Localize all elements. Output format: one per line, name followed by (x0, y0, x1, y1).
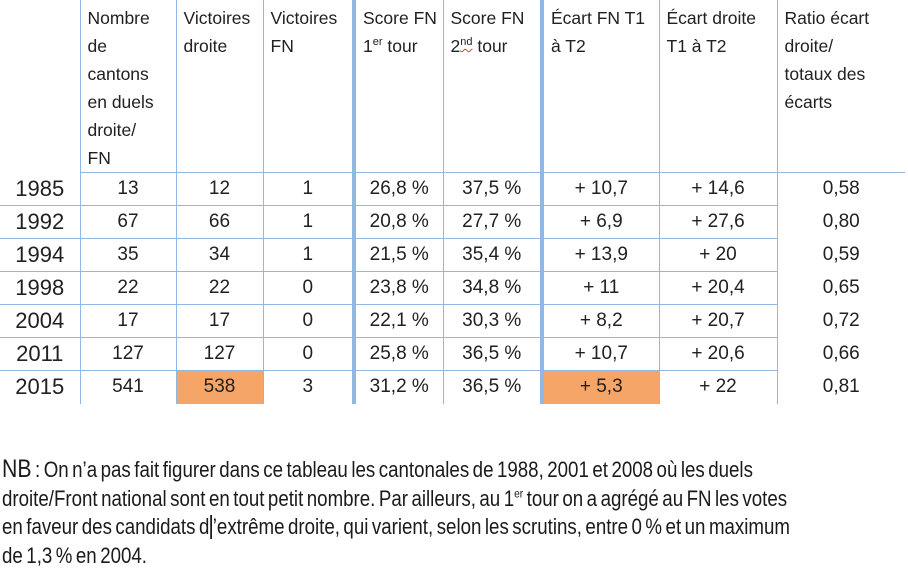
text-cursor (210, 515, 212, 540)
cell-1992-score-fn-t2[interactable]: 27,7 % (442, 205, 542, 239)
note-line-2-pre: droite/Front national sont en tout petit… (2, 485, 515, 511)
note-line-3[interactable]: en faveur des candidats d’extrême droite… (2, 513, 908, 542)
note-line-3-post: ’extrême droite, qui varient, selon les … (212, 514, 790, 540)
cell-1985-ecart-fn-t1-t2[interactable]: + 10,7 (540, 172, 659, 206)
cell-1992-victoires-fn[interactable]: 1 (262, 205, 354, 239)
corner-cell (0, 0, 80, 173)
note-line-1-text: : On n’a pas fait figurer dans ce tablea… (31, 457, 753, 482)
header-superscript-misspelled: nd (460, 36, 473, 49)
note-line-3-pre: en faveur des candidats d (2, 514, 210, 540)
cell-1994-ecart-fn-t1-t2[interactable]: + 13,9 (540, 238, 659, 272)
cell-2011-cantons-duels[interactable]: 127 (79, 337, 176, 371)
col-header-ratio-ecart[interactable]: Ratio écart droite/ totaux des écarts (776, 0, 905, 173)
cell-2015-ecart-fn-t1-t2[interactable]: + 5,3 (540, 370, 659, 404)
cell-1992-victoires-droite[interactable]: 66 (175, 205, 263, 239)
cell-1998-score-fn-t2[interactable]: 34,8 % (442, 271, 542, 305)
cell-2015-victoires-droite[interactable]: 538 (175, 370, 263, 404)
cell-1992-score-fn-t1[interactable]: 20,8 % (352, 205, 443, 239)
note-line-4[interactable]: de 1,3 % en 2004. (2, 542, 908, 571)
table-header-row: Nombre de cantons en duels droite/ FN Vic… (0, 0, 905, 173)
table-row-1998: 1998 22 22 0 23,8 % 34,8 % + 11 + 20,4 0,65 (0, 271, 905, 305)
cell-1985-ecart-droite-t1-t2[interactable]: + 14,6 (658, 172, 777, 206)
note-label: NB (2, 455, 32, 483)
header-superscript: er (372, 36, 383, 49)
cell-2011-score-fn-t1[interactable]: 25,8 % (352, 337, 443, 371)
cell-2015-victoires-fn[interactable]: 3 (262, 370, 354, 404)
table-row-1985: 1985 13 12 1 26,8 % 37,5 % + 10,7 + 14,6 0,58 (0, 172, 905, 206)
election-results-table: Nombre de cantons en duels droite/ FN Vic… (0, 0, 905, 404)
cell-2004-score-fn-t1[interactable]: 22,1 % (352, 304, 443, 338)
cell-1998-ratio-ecart[interactable]: 0,65 (776, 271, 905, 305)
cell-2015-score-fn-t1[interactable]: 31,2 % (352, 370, 443, 404)
cell-1992-ratio-ecart[interactable]: 0,80 (776, 205, 905, 239)
col-header-score-fn-t2[interactable]: Score FN 2nd tour (442, 0, 542, 173)
year-cell-2015[interactable]: 2015 (15, 374, 65, 400)
year-cell-2011[interactable]: 2011 (0, 337, 80, 371)
year-cell-1992[interactable]: 1992 (0, 205, 80, 239)
cell-2015-score-fn-t2[interactable]: 36,5 % (442, 370, 542, 404)
cell-2015-ecart-droite-t1-t2[interactable]: + 22 (658, 370, 777, 404)
year-cell-1985[interactable]: 1985 (0, 172, 80, 206)
table-row-1994: 1994 35 34 1 21,5 % 35,4 % + 13,9 + 20 0,59 (0, 238, 905, 272)
cell-1985-score-fn-t2[interactable]: 37,5 % (442, 172, 542, 206)
cell-2004-cantons-duels[interactable]: 17 (79, 304, 176, 338)
cell-1992-ecart-droite-t1-t2[interactable]: + 27,6 (658, 205, 777, 239)
col-header-ecart-fn-t1-t2[interactable]: Écart FN T1 à T2 (540, 0, 659, 173)
cell-1998-ecart-droite-t1-t2[interactable]: + 20,4 (658, 271, 777, 305)
cell-1994-victoires-fn[interactable]: 1 (262, 238, 354, 272)
cell-1998-score-fn-t1[interactable]: 23,8 % (352, 271, 443, 305)
cell-1994-score-fn-t1[interactable]: 21,5 % (352, 238, 443, 272)
col-header-victoires-droite[interactable]: Victoires droite (175, 0, 263, 173)
cell-1994-score-fn-t2[interactable]: 35,4 % (442, 238, 542, 272)
cell-1985-cantons-duels[interactable]: 13 (79, 172, 176, 206)
table-row-1992: 1992 67 66 1 20,8 % 27,7 % + 6,9 + 27,6 0,80 (0, 205, 905, 239)
note-paragraph: NB : On n’a pas fait figurer dans ce tab… (2, 455, 908, 571)
cell-2004-score-fn-t2[interactable]: 30,3 % (442, 304, 542, 338)
cell-1998-victoires-fn[interactable]: 0 (262, 271, 354, 305)
cell-2011-victoires-droite[interactable]: 127 (175, 337, 263, 371)
cell-1985-score-fn-t1[interactable]: 26,8 % (352, 172, 443, 206)
note-line-1[interactable]: NB : On n’a pas fait figurer dans ce tab… (2, 455, 908, 485)
note-line-2-post: tour on a agrégé au FN les votes (523, 485, 788, 511)
note-line-4-text: de 1,3 % en 2004. (2, 543, 148, 569)
table-row-2015: 2015 541 538 3 31,2 % 36,5 % + 5,3 + 22 0,81 (0, 370, 905, 404)
cell-2004-ratio-ecart[interactable]: 0,72 (776, 304, 905, 338)
cell-1985-victoires-droite[interactable]: 12 (175, 172, 263, 206)
cell-2004-ecart-fn-t1-t2[interactable]: + 8,2 (540, 304, 659, 338)
col-header-ecart-droite-t1-t2[interactable]: Écart droite T1 à T2 (658, 0, 777, 173)
cell-2011-victoires-fn[interactable]: 0 (262, 337, 354, 371)
cell-1998-ecart-fn-t1-t2[interactable]: + 11 (540, 271, 659, 305)
cell-2004-victoires-fn[interactable]: 0 (262, 304, 354, 338)
col-header-score-fn-t1[interactable]: Score FN 1er tour (352, 0, 443, 173)
cell-1994-cantons-duels[interactable]: 35 (79, 238, 176, 272)
cell-2004-ecart-droite-t1-t2[interactable]: + 20,7 (658, 304, 777, 338)
cell-1992-ecart-fn-t1-t2[interactable]: + 6,9 (540, 205, 659, 239)
cell-1998-cantons-duels[interactable]: 22 (79, 271, 176, 305)
note-superscript-er: er (514, 486, 524, 501)
table-row-2004: 2004 17 17 0 22,1 % 30,3 % + 8,2 + 20,7 0,72 (0, 304, 905, 338)
cell-1994-victoires-droite[interactable]: 34 (175, 238, 263, 272)
cell-2011-ecart-fn-t1-t2[interactable]: + 10,7 (540, 337, 659, 371)
year-cell-1998[interactable]: 1998 (0, 271, 80, 305)
table-row-2011: 2011 127 127 0 25,8 % 36,5 % + 10,7 + 20,6 0,66 (0, 337, 905, 371)
cell-1992-cantons-duels[interactable]: 67 (79, 205, 176, 239)
cell-2015-ratio-ecart[interactable]: 0,81 (776, 370, 905, 404)
year-cell-1994[interactable]: 1994 (0, 238, 80, 272)
cell-1994-ecart-droite-t1-t2[interactable]: + 20 (658, 238, 777, 272)
cell-2004-victoires-droite[interactable]: 17 (175, 304, 263, 338)
year-cell-2004[interactable]: 2004 (0, 304, 80, 338)
note-line-2[interactable]: droite/Front national sont en tout petit… (2, 485, 908, 514)
cell-2015-cantons-duels[interactable]: 541 (79, 370, 176, 404)
cell-1994-ratio-ecart[interactable]: 0,59 (776, 238, 905, 272)
cell-2011-ratio-ecart[interactable]: 0,66 (776, 337, 905, 371)
col-header-cantons-duels[interactable]: Nombre de cantons en duels droite/ FN (79, 0, 176, 173)
cell-1998-victoires-droite[interactable]: 22 (175, 271, 263, 305)
cell-2011-score-fn-t2[interactable]: 36,5 % (442, 337, 542, 371)
cell-1985-ratio-ecart[interactable]: 0,58 (776, 172, 905, 206)
cell-1985-victoires-fn[interactable]: 1 (262, 172, 354, 206)
cell-2011-ecart-droite-t1-t2[interactable]: + 20,6 (658, 337, 777, 371)
col-header-victoires-fn[interactable]: Victoires FN (262, 0, 354, 173)
